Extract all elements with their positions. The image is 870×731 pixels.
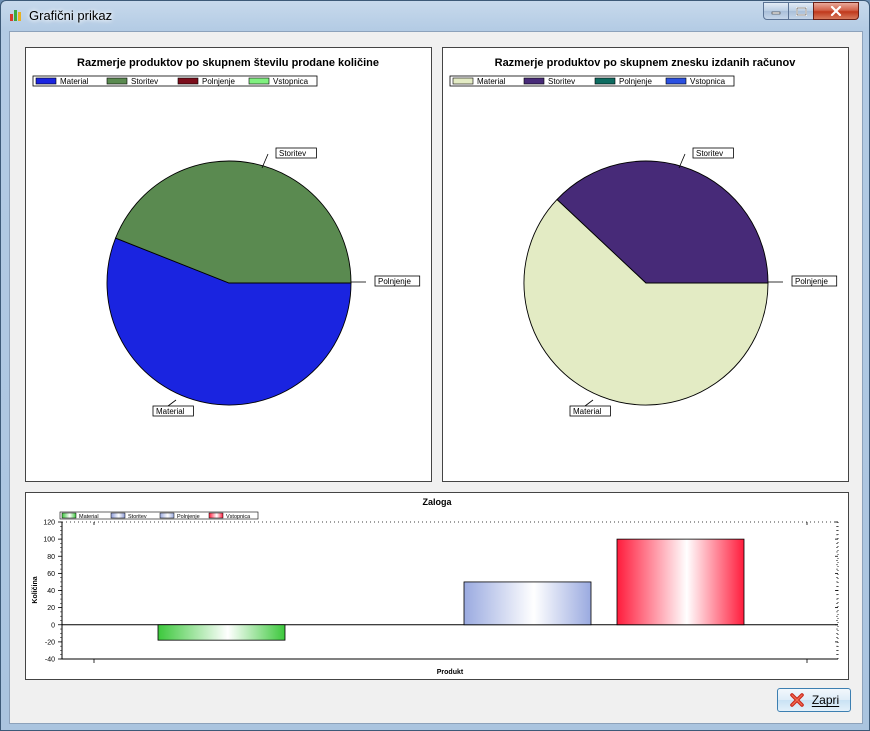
legend-label-vstopnica: Vstopnica xyxy=(226,514,251,520)
legend-frame xyxy=(59,511,259,520)
chart-app-icon xyxy=(10,10,21,21)
pie-slice-material xyxy=(523,198,769,406)
x-axis-label: Produkt xyxy=(437,669,464,676)
minimize-button[interactable] xyxy=(763,2,789,20)
amount-pie-panel: Razmerje produktov po skupnem znesku izd… xyxy=(442,47,849,482)
callout-line-storitev xyxy=(678,153,686,169)
chart-title: Razmerje produktov po skupnem znesku izd… xyxy=(495,57,797,69)
quantity-pie-chart: Razmerje produktov po skupnem številu pr… xyxy=(32,57,421,417)
y-tick-label: 100 xyxy=(43,537,55,544)
slice-label-storitev: Storitev xyxy=(696,149,723,158)
slice-label-box-material xyxy=(569,405,611,417)
stock-bar-panel: Zaloga Material Storitev Polnjenje Vstopnica… xyxy=(25,492,849,680)
y-tick-label: 80 xyxy=(47,554,55,561)
legend-swatch-storitev xyxy=(110,512,126,519)
chart-title: Zaloga xyxy=(422,497,452,507)
bar-polnjenje xyxy=(463,581,592,626)
bar-vstopnica xyxy=(616,538,745,626)
chart-legend: Material Storitev Polnjenje Vstopnica xyxy=(59,511,259,520)
legend-swatch-polnjenje xyxy=(159,512,175,519)
callout-line-storitev xyxy=(261,153,269,169)
legend-swatch-polnjenje xyxy=(594,77,616,85)
slice-label-polnjenje: Polnjenje xyxy=(378,277,411,286)
legend-frame xyxy=(449,75,735,87)
legend-label-polnjenje: Polnjenje xyxy=(177,514,200,520)
slice-label-box-storitev xyxy=(692,147,734,159)
title-bar[interactable]: Grafični prikaz xyxy=(1,1,869,31)
maximize-icon xyxy=(795,6,807,16)
chart-legend: Material Storitev Polnjenje Vstopnica xyxy=(449,75,735,87)
legend-label-vstopnica: Vstopnica xyxy=(273,77,309,86)
slice-label-material: Material xyxy=(156,407,185,416)
chart-title: Razmerje produktov po skupnem številu pr… xyxy=(77,57,379,69)
maximize-button[interactable] xyxy=(788,2,814,20)
minimize-icon xyxy=(771,11,781,15)
y-axis-label: Količina xyxy=(32,576,39,603)
legend-label-polnjenje: Polnjenje xyxy=(619,77,652,86)
legend-swatch-vstopnica xyxy=(248,77,270,85)
y-tick-label: 20 xyxy=(47,605,55,612)
legend-swatch-material xyxy=(35,77,57,85)
y-tick-label: 0 xyxy=(51,622,55,629)
slice-label-material: Material xyxy=(573,407,602,416)
slice-label-polnjenje: Polnjenje xyxy=(795,277,828,286)
slice-label-box-storitev xyxy=(275,147,317,159)
legend-label-storitev: Storitev xyxy=(131,77,158,86)
legend-label-storitev: Storitev xyxy=(128,514,147,520)
window-title: Grafični prikaz xyxy=(29,8,113,23)
legend-swatch-material xyxy=(61,512,77,519)
legend-swatch-storitev xyxy=(106,77,128,85)
legend-swatch-vstopnica xyxy=(208,512,224,519)
legend-swatch-vstopnica xyxy=(665,77,687,85)
quantity-pie-panel: Razmerje produktov po skupnem številu pr… xyxy=(25,47,432,482)
chart-legend: Material Storitev Polnjenje Vstopnica xyxy=(32,75,318,87)
legend-label-polnjenje: Polnjenje xyxy=(202,77,235,86)
slice-label-box-polnjenje xyxy=(374,275,421,287)
slice-label-box-material xyxy=(152,405,194,417)
y-tick-label: 120 xyxy=(43,520,55,527)
legend-swatch-polnjenje xyxy=(177,77,199,85)
legend-swatch-material xyxy=(452,77,474,85)
legend-label-material: Material xyxy=(60,77,89,86)
window-close-button[interactable] xyxy=(813,2,859,20)
legend-swatch-storitev xyxy=(523,77,545,85)
legend-label-material: Material xyxy=(79,514,99,520)
slice-label-box-polnjenje xyxy=(791,275,838,287)
slice-label-storitev: Storitev xyxy=(279,149,306,158)
close-button-label: Zapri xyxy=(811,693,840,707)
pie-slice-storitev xyxy=(114,160,352,284)
pie-slice-storitev xyxy=(556,160,769,284)
client-area: Razmerje produktov po skupnem številu pr… xyxy=(9,31,863,724)
y-tick-label: -40 xyxy=(45,657,55,664)
y-tick-label: -20 xyxy=(45,639,55,646)
close-x-icon xyxy=(830,6,842,16)
amount-pie-chart: Razmerje produktov po skupnem znesku izd… xyxy=(449,57,838,417)
legend-frame xyxy=(32,75,318,87)
callout-line-material xyxy=(167,399,177,407)
legend-label-vstopnica: Vstopnica xyxy=(690,77,726,86)
pie-slice-material xyxy=(106,237,352,406)
stock-bar-chart: Zaloga Material Storitev Polnjenje Vstopnica… xyxy=(32,497,839,676)
legend-label-storitev: Storitev xyxy=(548,77,575,86)
y-tick-label: 40 xyxy=(47,588,55,595)
red-x-icon xyxy=(790,693,804,707)
y-tick-label: 60 xyxy=(47,571,55,578)
legend-label-material: Material xyxy=(477,77,506,86)
callout-line-material xyxy=(584,399,594,407)
bar-material xyxy=(157,624,286,641)
close-button[interactable]: Zapri xyxy=(777,688,851,712)
